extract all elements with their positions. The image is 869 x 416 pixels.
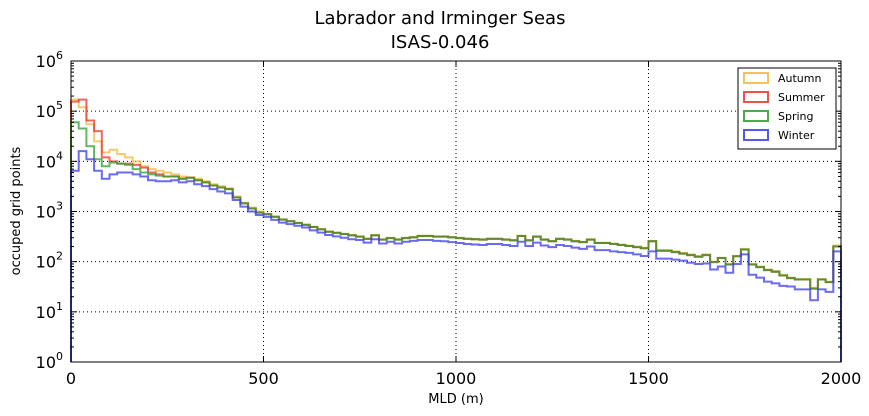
grid	[71, 61, 841, 362]
y-tick-exponent: 3	[56, 200, 63, 213]
x-tick-label: 1500	[628, 369, 669, 388]
y-tick-base: 10	[36, 102, 56, 121]
legend: Autumn Summer Spring Winter	[737, 67, 837, 150]
y-tick-exponent: 6	[56, 49, 63, 62]
x-axis-label: MLD (m)	[428, 392, 483, 407]
x-tick-label: 500	[248, 369, 279, 388]
ticks	[70, 60, 842, 363]
legend-swatch-autumn	[743, 72, 769, 84]
legend-frame	[737, 67, 837, 150]
series-summer-line	[70, 98, 842, 362]
legend-swatch-spring	[743, 110, 769, 122]
y-tick-exponent: 0	[56, 350, 63, 363]
chart-title: Labrador and Irminger Seas	[315, 8, 566, 29]
x-tick-labels: 0 500 1000 1500 2000	[66, 369, 861, 388]
y-tick-base: 10	[36, 152, 56, 171]
series-spring-line	[70, 121, 842, 362]
legend-swatch-winter	[743, 129, 769, 141]
y-tick-exponent: 5	[56, 99, 63, 112]
y-tick-base: 10	[36, 253, 56, 272]
x-tick-label: 0	[66, 369, 76, 388]
y-tick-exponent: 4	[56, 149, 63, 162]
y-tick-label: 101	[36, 300, 63, 322]
y-tick-label: 105	[36, 99, 63, 121]
series-layer	[70, 98, 842, 362]
legend-label-summer: Summer	[778, 91, 825, 104]
legend-label-spring: Spring	[778, 110, 814, 123]
legend-swatch-summer	[743, 91, 769, 103]
y-axis-label: occuped grid points	[9, 146, 24, 275]
series-autumn-line	[70, 98, 842, 362]
x-tick-label: 1000	[436, 369, 477, 388]
y-tick-label: 103	[36, 200, 63, 222]
y-tick-base: 10	[36, 303, 56, 322]
y-tick-label: 106	[36, 49, 63, 71]
y-tick-label: 104	[36, 149, 63, 171]
y-tick-exponent: 2	[56, 250, 63, 263]
y-tick-base: 10	[36, 353, 56, 372]
y-tick-base: 10	[36, 203, 56, 222]
legend-label-winter: Winter	[778, 129, 815, 142]
chart-subtitle: ISAS-0.046	[391, 32, 490, 53]
y-tick-exponent: 1	[56, 300, 63, 313]
series-winter-line	[70, 150, 842, 362]
legend-label-autumn: Autumn	[778, 72, 821, 85]
y-tick-base: 10	[36, 52, 56, 71]
y-tick-label: 100	[36, 350, 63, 372]
y-tick-label: 102	[36, 250, 63, 272]
x-tick-label: 2000	[821, 369, 862, 388]
